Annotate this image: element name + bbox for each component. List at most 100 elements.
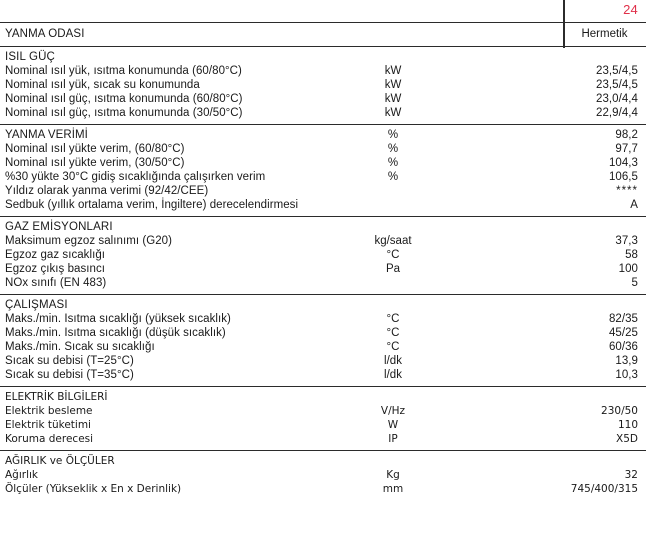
spec-value: 110 [617, 419, 638, 431]
spec-row: Maks./min. Isıtma sıcaklığı (yüksek sıca… [0, 312, 646, 326]
spec-value: 37,3 [615, 235, 638, 247]
spec-row: Ağırlık Kg 32 [0, 468, 646, 482]
spec-row: Egzoz çıkış basıncı Pa 100 [0, 262, 646, 276]
spec-value: 745/400/315 [570, 483, 638, 495]
spec-value: 98,2 [615, 129, 638, 141]
spec-label: Nominal ısıl güç, ısıtma konumunda (60/8… [5, 93, 243, 105]
spec-label: Nominal ısıl yükte verim, (30/50°C) [5, 157, 185, 169]
spec-row: Egzoz gaz sıcaklığı °C 58 [0, 248, 646, 262]
spec-unit: IP [388, 433, 398, 445]
spec-row: Maks./min. Isıtma sıcaklığı (düşük sıcak… [0, 326, 646, 340]
spec-section-title-row: YANMA VERİMİ% 98,2 [0, 128, 646, 142]
spec-value: 13,9 [615, 355, 638, 367]
spec-row: Yıldız olarak yanma verimi (92/42/CEE) **… [0, 184, 646, 198]
spec-label: Egzoz gaz sıcaklığı [5, 249, 106, 261]
spec-row: Nominal ısıl güç, ısıtma konumunda (30/5… [0, 106, 646, 120]
spec-row: Nominal ısıl yük, sıcak su konumunda kW 23… [0, 78, 646, 92]
spec-label: Elektrik tüketimi [5, 419, 91, 431]
spec-label: Sıcak su debisi (T=25°C) [5, 355, 134, 367]
spec-value: 32 [624, 469, 638, 481]
spec-unit: kW [384, 79, 402, 91]
spec-sections: ISIL GÜÇ Nominal ısıl yük, ısıtma konumun… [0, 47, 646, 500]
spec-row: Nominal ısıl güç, ısıtma konumunda (60/8… [0, 92, 646, 106]
spec-label: Maks./min. Isıtma sıcaklığı (düşük sıcak… [5, 327, 226, 339]
spec-label: Nominal ısıl yük, sıcak su konumunda [5, 79, 200, 91]
spec-label: Ölçüler (Yükseklik x En x Derinlik) [5, 483, 182, 495]
spec-value: 104,3 [608, 157, 638, 169]
combustion-chamber-value: Hermetik [581, 28, 628, 40]
spec-section-title: ÇALIŞMASI [5, 299, 68, 311]
spec-unit: kW [384, 65, 402, 77]
spec-label: Egzoz çıkış basıncı [5, 263, 106, 275]
spec-unit: °C [386, 341, 400, 353]
spec-unit: l/dk [384, 355, 402, 367]
spec-section-title: AĞIRLIK ve ÖLÇÜLER [5, 455, 115, 467]
spec-label: NOx sınıfı (EN 483) [5, 277, 107, 289]
spec-section: GAZ EMİSYONLARI Maksimum egzoz salınımı (… [0, 217, 646, 295]
spec-value: A [630, 199, 638, 211]
chamber-column-divider [563, 23, 565, 48]
spec-unit: % [387, 129, 399, 141]
spec-section: YANMA VERİMİ% 98,2 Nominal ısıl yükte veri… [0, 125, 646, 217]
spec-value: 23,5/4,5 [596, 79, 638, 91]
spec-value: 58 [625, 249, 638, 261]
spec-label: Nominal ısıl güç, ısıtma konumunda (30/5… [5, 107, 243, 119]
combustion-chamber-label: YANMA ODASI [5, 28, 85, 40]
spec-section-title: GAZ EMİSYONLARI [5, 221, 113, 233]
spec-label: Sedbuk (yıllık ortalama verim, İngiltere… [5, 199, 299, 211]
spec-section-title: YANMA VERİMİ [5, 129, 88, 141]
spec-label: %30 yükte 30°C gidiş sıcaklığında çalışı… [5, 171, 266, 183]
spec-value: 22,9/4,4 [596, 107, 638, 119]
spec-label: Nominal ısıl yükte verim, (60/80°C) [5, 143, 185, 155]
spec-unit: mm [382, 483, 404, 495]
spec-unit: % [387, 157, 399, 169]
spec-row: Nominal ısıl yükte verim, (60/80°C)% 97,7 [0, 142, 646, 156]
spec-section: ISIL GÜÇ Nominal ısıl yük, ısıtma konumun… [0, 47, 646, 125]
spec-label: Maksimum egzoz salınımı (G20) [5, 235, 172, 247]
spec-value: 23,0/4,4 [596, 93, 638, 105]
spec-row: Elektrik tüketimi W 110 [0, 418, 646, 432]
header-column-divider [563, 0, 565, 24]
spec-unit: kW [384, 93, 402, 105]
spec-label: Nominal ısıl yük, ısıtma konumunda (60/8… [5, 65, 242, 77]
spec-value: 5 [631, 277, 638, 289]
spec-section-title: ELEKTRİK BİLGİLERİ [5, 391, 108, 403]
spec-label: Elektrik besleme [5, 405, 93, 417]
spec-value: 23,5/4,5 [596, 65, 638, 77]
spec-row: Koruma derecesi IP X5D [0, 432, 646, 446]
spec-section-title: ISIL GÜÇ [5, 51, 55, 63]
spec-row: Maks./min. Sıcak su sıcaklığı °C 60/36 [0, 340, 646, 354]
spec-unit: V/Hz [380, 405, 406, 417]
spec-label: Ağırlık [5, 469, 38, 481]
spec-row: Sıcak su debisi (T=25°C) l/dk 13,9 [0, 354, 646, 368]
spec-label: Sıcak su debisi (T=35°C) [5, 369, 134, 381]
spec-row: Ölçüler (Yükseklik x En x Derinlik) mm 745… [0, 482, 646, 496]
spec-value: 97,7 [615, 143, 638, 155]
spec-unit: Kg [386, 469, 400, 481]
spec-section: AĞIRLIK ve ÖLÇÜLER Ağırlık Kg 32 Ölçüler (Yü… [0, 451, 646, 500]
spec-value: 230/50 [601, 405, 638, 417]
spec-unit: °C [386, 249, 400, 261]
spec-value: 100 [618, 263, 638, 275]
spec-value: 82/35 [608, 313, 638, 325]
spec-unit: % [387, 171, 399, 183]
spec-unit: kg/saat [374, 235, 412, 247]
spec-row: Maksimum egzoz salınımı (G20) kg/saat 37,3 [0, 234, 646, 248]
spec-value: 60/36 [608, 341, 638, 353]
model-number: 24 [623, 2, 638, 17]
spec-value: X5D [616, 433, 638, 445]
spec-row: %30 yükte 30°C gidiş sıcaklığında çalışı… [0, 170, 646, 184]
spec-value: 106,5 [608, 171, 638, 183]
spec-row: Nominal ısıl yükte verim, (30/50°C)% 104,… [0, 156, 646, 170]
spec-unit: l/dk [384, 369, 402, 381]
spec-row: Nominal ısıl yük, ısıtma konumunda (60/8… [0, 64, 646, 78]
spec-unit: kW [384, 107, 402, 119]
spec-label: Maks./min. Sıcak su sıcaklığı [5, 341, 155, 353]
spec-unit: W [387, 419, 399, 431]
spec-row: NOx sınıfı (EN 483) 5 [0, 276, 646, 290]
spec-section: ELEKTRİK BİLGİLERİ Elektrik besleme V/Hz 23… [0, 387, 646, 451]
spec-unit: % [387, 143, 399, 155]
spec-unit: °C [386, 327, 400, 339]
spec-label: Yıldız olarak yanma verimi (92/42/CEE) [5, 185, 209, 197]
